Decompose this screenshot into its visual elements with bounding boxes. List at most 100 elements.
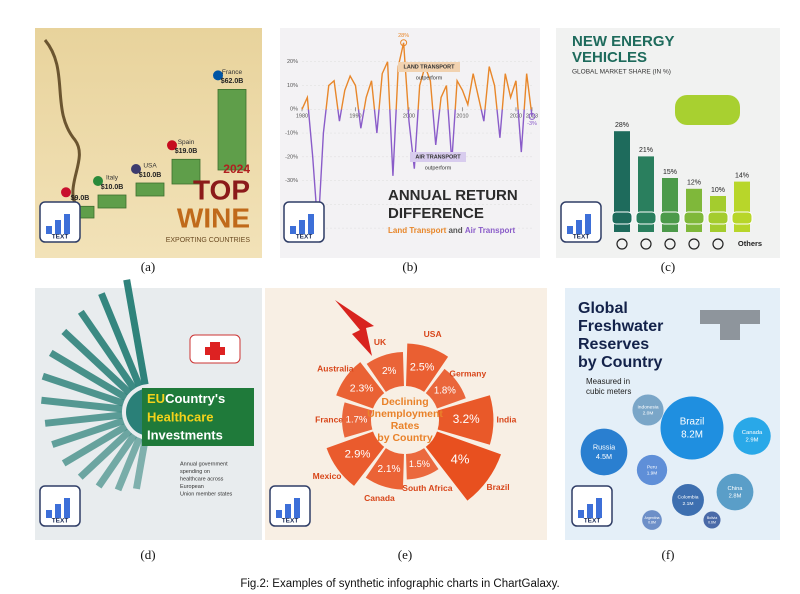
subtitle: Land Transport and Air Transport bbox=[388, 226, 515, 235]
x-tick-label: 1990 bbox=[349, 114, 361, 120]
badge-text: TEXT bbox=[282, 518, 299, 525]
brand-logo bbox=[664, 238, 676, 250]
value-label: $10.0B bbox=[139, 172, 162, 179]
value-label: 2.5% bbox=[410, 361, 435, 373]
annotation-bg bbox=[398, 62, 460, 72]
annotation: 2024 bbox=[223, 162, 250, 176]
category-label: France bbox=[315, 414, 343, 424]
faucet bbox=[700, 310, 760, 340]
panel-label: (f) bbox=[662, 547, 675, 562]
category-label: Others bbox=[738, 239, 762, 248]
badge-icon bbox=[64, 498, 70, 518]
bubble bbox=[716, 473, 754, 511]
sector bbox=[406, 343, 449, 392]
category-label: Colombia bbox=[678, 494, 699, 500]
bar bbox=[61, 328, 132, 396]
subtitle: healthcare across bbox=[180, 476, 224, 482]
panel-label: (b) bbox=[402, 259, 417, 274]
title: Reserves bbox=[578, 336, 649, 353]
bar bbox=[133, 438, 149, 490]
title-part: Country's bbox=[165, 391, 225, 406]
car-icon bbox=[635, 211, 657, 225]
badge-icon bbox=[294, 498, 300, 518]
car-icon bbox=[707, 211, 729, 225]
bubble bbox=[660, 396, 724, 460]
value-label: 2.1M bbox=[682, 501, 693, 507]
category-label: USA bbox=[143, 163, 157, 170]
category-label: Canada bbox=[364, 493, 395, 503]
badge-icon bbox=[585, 214, 591, 234]
category-label: USA bbox=[424, 329, 442, 339]
sector bbox=[365, 448, 404, 490]
y-tick-label: 20% bbox=[287, 59, 298, 65]
title: Rates bbox=[391, 420, 420, 432]
line bbox=[301, 42, 533, 231]
value-label: 2.3% bbox=[350, 383, 374, 394]
badge-text: TEXT bbox=[52, 518, 69, 525]
bar bbox=[171, 158, 201, 185]
value-label: 1.7% bbox=[346, 415, 368, 426]
brand-logo bbox=[616, 238, 628, 250]
bar bbox=[97, 194, 127, 209]
category-label: Italy bbox=[106, 175, 119, 182]
bar bbox=[135, 182, 165, 197]
badge-icon bbox=[308, 214, 314, 234]
y-tick-label: 10% bbox=[287, 83, 298, 89]
category-label: UK bbox=[374, 337, 387, 347]
title: Healthcare bbox=[147, 409, 213, 424]
value-label: 21% bbox=[639, 147, 653, 154]
title: by Country bbox=[578, 354, 663, 371]
category-label: Brazil bbox=[680, 417, 705, 428]
badge-text: TEXT bbox=[573, 234, 590, 241]
sector bbox=[425, 431, 502, 501]
badge-icon bbox=[276, 510, 282, 518]
badge-icon bbox=[299, 220, 305, 234]
category-label: China bbox=[727, 486, 743, 492]
category-label: Indonesia bbox=[637, 404, 658, 410]
bar bbox=[686, 188, 702, 232]
panel-e-bg bbox=[265, 288, 547, 540]
value-label: 4.5M bbox=[596, 452, 612, 461]
bubble bbox=[636, 454, 668, 486]
title-part: EU bbox=[147, 391, 165, 406]
annotation: outperform bbox=[416, 75, 443, 81]
flag bbox=[93, 176, 103, 186]
flag bbox=[213, 70, 223, 81]
category-label: France bbox=[222, 69, 243, 76]
value-label: 2.9M bbox=[746, 438, 759, 444]
title: Declining bbox=[381, 396, 428, 408]
value-label: 4% bbox=[451, 451, 470, 466]
title: TOP bbox=[193, 174, 250, 205]
x-tick-label: 2010 bbox=[456, 114, 468, 120]
value-label: $10.0B bbox=[101, 184, 124, 191]
bar bbox=[614, 131, 630, 232]
car-illustration bbox=[675, 95, 740, 125]
category-label: India bbox=[496, 414, 516, 424]
flag bbox=[167, 140, 177, 151]
panel-label: (e) bbox=[398, 547, 412, 562]
y-tick-label: -10% bbox=[285, 131, 298, 137]
value-label: 0.8M bbox=[648, 520, 656, 524]
badge-icon bbox=[290, 226, 296, 234]
category-label: Australia bbox=[317, 364, 354, 374]
badge-icon bbox=[46, 510, 52, 518]
subtitle: spending on bbox=[180, 469, 210, 475]
value-label: 10% bbox=[711, 187, 725, 194]
flag bbox=[61, 187, 71, 198]
value-label: 1.8% bbox=[434, 386, 456, 397]
sector bbox=[366, 352, 404, 392]
car-icon bbox=[611, 211, 633, 225]
car-icon bbox=[731, 211, 753, 225]
category-label: Germany bbox=[449, 369, 486, 379]
vine bbox=[43, 39, 82, 212]
panel-label: (a) bbox=[141, 259, 155, 274]
sector bbox=[336, 362, 385, 409]
badge-icon bbox=[596, 498, 602, 518]
bubble bbox=[632, 394, 664, 426]
brand-logo bbox=[712, 238, 724, 250]
annotation-bg bbox=[410, 152, 466, 162]
category-label: Peru bbox=[647, 464, 657, 470]
marker bbox=[400, 39, 408, 47]
sector bbox=[437, 395, 494, 445]
sector bbox=[406, 448, 439, 480]
